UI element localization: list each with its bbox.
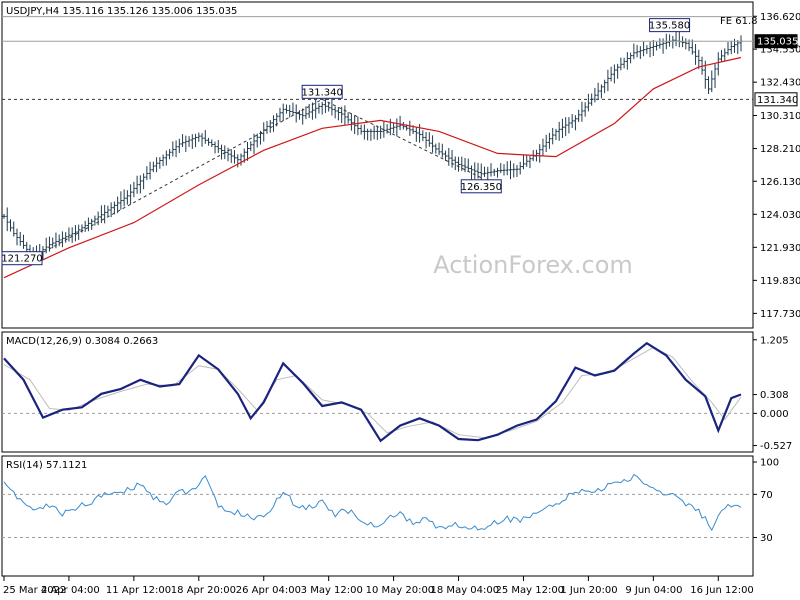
price-annotations: 121.270 131.340 126.350 135.580 — [1, 18, 691, 266]
price-bars — [2, 31, 743, 264]
price-level-label: 131.340 — [757, 95, 798, 106]
annotation-label: 135.580 — [649, 21, 690, 32]
time-axis-label: 25 May 12:00 — [495, 585, 564, 596]
time-axis-label: 18 May 04:00 — [431, 585, 500, 596]
price-axis-label: 124.030 — [760, 210, 800, 221]
time-axis-label: 4 Apr 04:00 — [41, 585, 100, 596]
price-axis-label: 136.620 — [760, 12, 800, 23]
price-level-label: 135.035 — [757, 37, 798, 48]
moving-average-path — [3, 56, 742, 279]
price-axis-label: 130.310 — [760, 111, 800, 122]
macd-axis-label: 0.000 — [760, 409, 789, 420]
macd-series — [2, 341, 753, 443]
fib-label: FE 61.8 — [720, 16, 758, 27]
time-axis-label: 10 May 20:00 — [366, 585, 435, 596]
macd-title: MACD(12,26,9) 0.3084 0.2663 — [6, 336, 158, 347]
annotation-label: 131.340 — [301, 87, 342, 98]
time-axis-label: 1 Jun 20:00 — [560, 585, 617, 596]
price-axis-label: 132.430 — [760, 78, 800, 89]
time-axis-label: 26 Apr 04:00 — [236, 585, 301, 596]
rsi-axis: 100 70 30 — [753, 458, 779, 544]
moving-average-line — [3, 56, 742, 279]
price-axis-label: 117.730 — [760, 309, 800, 320]
annotation-box — [1, 251, 43, 266]
macd-axis-label: 1.205 — [760, 335, 789, 346]
price-axis-label: 128.210 — [760, 144, 800, 155]
time-axis-label: 11 Apr 12:00 — [106, 585, 171, 596]
rsi-axis-label: 70 — [760, 490, 773, 501]
price-panel-frame — [1, 1, 754, 329]
time-axis-label: 3 May 12:00 — [301, 585, 363, 596]
macd-signal-line — [3, 346, 742, 439]
macd-axis-label: 0.308 — [760, 390, 789, 401]
trendline — [32, 98, 323, 259]
rsi-series — [2, 473, 753, 539]
price-axis-label: 126.130 — [760, 177, 800, 188]
macd-line — [3, 341, 742, 443]
rsi-title: RSI(14) 57.1121 — [6, 460, 87, 471]
watermark: ActionForex.com — [433, 251, 633, 279]
price-axis-label: 121.930 — [760, 243, 800, 254]
rsi-panel-frame — [1, 455, 754, 577]
time-axis-label: 25 Mar 2022 — [3, 585, 66, 596]
annotation-box — [301, 84, 343, 99]
annotation-box — [460, 179, 502, 194]
macd-axis-label: -0.527 — [760, 441, 792, 452]
annotation-label: 126.350 — [461, 182, 502, 193]
trendlines — [32, 98, 482, 259]
price-axis-label: 134.530 — [760, 45, 800, 56]
annotation-box — [649, 18, 691, 33]
rsi-axis-label: 30 — [760, 533, 773, 544]
time-axis-label: 16 Jun 12:00 — [690, 585, 754, 596]
macd-panel-frame — [1, 331, 754, 453]
rsi-line — [3, 473, 742, 532]
time-axis-label: 9 Jun 04:00 — [625, 585, 682, 596]
price-title: USDJPY,H4 135.116 135.126 135.006 135.03… — [6, 6, 237, 17]
price-levels: 135.035 131.340 — [2, 16, 798, 107]
price-axis: 136.620 134.530 132.430 130.310 128.210 126.1… — [753, 12, 800, 320]
time-axis-label: 18 Apr 20:00 — [171, 585, 236, 596]
rsi-axis-label: 100 — [760, 458, 779, 469]
annotation-label: 121.270 — [1, 254, 42, 265]
price-level-marker — [754, 34, 798, 49]
price-axis-label: 119.830 — [760, 276, 800, 287]
macd-axis: 1.205 0.308 0.000 -0.527 — [753, 335, 792, 452]
price-level-marker — [754, 92, 798, 107]
